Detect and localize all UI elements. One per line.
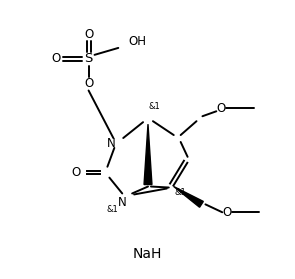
Text: NaH: NaH [132,247,162,261]
Text: N: N [118,196,127,209]
Text: &1: &1 [148,102,160,111]
Polygon shape [174,187,203,207]
Text: O: O [222,206,232,219]
Text: O: O [84,77,93,90]
Text: &1: &1 [175,188,186,197]
Text: OH: OH [128,35,146,49]
Text: S: S [84,52,93,65]
Text: &1: &1 [106,205,118,214]
Polygon shape [144,124,152,184]
Text: O: O [71,166,80,179]
Text: O: O [51,52,60,65]
Text: N: N [107,138,116,150]
Text: O: O [84,28,93,40]
Text: O: O [217,102,226,115]
